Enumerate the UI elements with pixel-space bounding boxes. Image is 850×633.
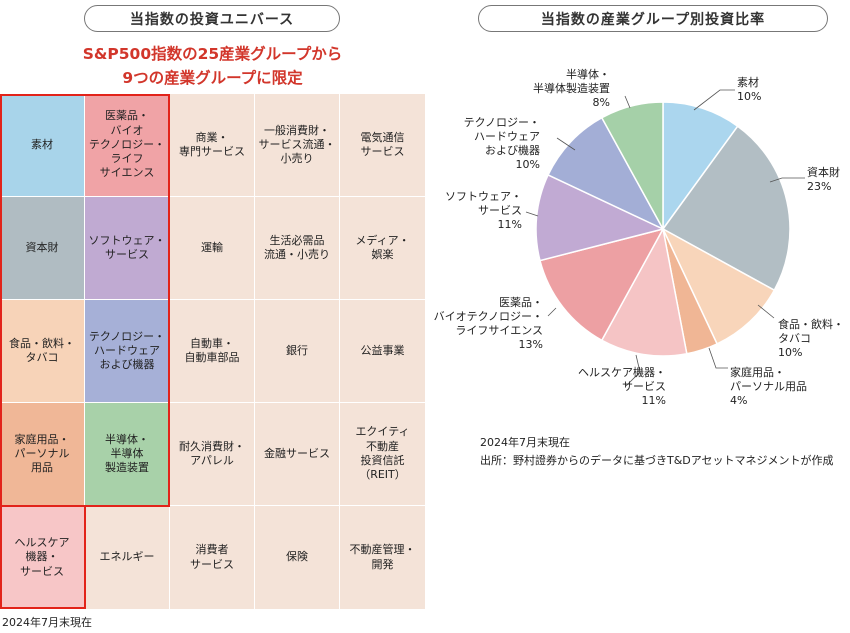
leader-line xyxy=(708,347,728,369)
grid-cell: メディア・ 娯楽 xyxy=(340,197,425,300)
slice-label: バイオテクノロジー・ xyxy=(434,310,543,323)
grid-cell: 商業・ 専門サービス xyxy=(170,94,255,197)
grid-cell: テクノロジー・ ハードウェア および機器 xyxy=(85,300,170,403)
pie-slice xyxy=(547,116,665,231)
industry-group-grid: 素材 医薬品・ バイオ テクノロジー・ ライフ サイエンス 商業・ 専門サービス 一般… xyxy=(0,94,425,609)
slice-label: サービス xyxy=(478,204,522,217)
leader-line xyxy=(556,137,576,151)
grid-cell: 公益事業 xyxy=(340,300,425,403)
leader-line xyxy=(693,89,735,111)
leader-line xyxy=(547,307,557,317)
leader-line xyxy=(525,211,539,217)
slice-value-label: 13% xyxy=(519,338,543,351)
leader-line xyxy=(624,95,631,109)
slice-label: 資本財 xyxy=(807,165,840,179)
grid-cell: 耐久消費財・ アパレル xyxy=(170,403,255,506)
slice-label: 医薬品・ xyxy=(499,296,543,309)
slice-label: 半導体製造装置 xyxy=(533,81,610,95)
pie-slice xyxy=(662,101,739,232)
leader-line xyxy=(769,177,805,183)
leader-line xyxy=(757,304,775,319)
slice-label: ソフトウェア・ xyxy=(445,190,522,203)
grid-cell: 保険 xyxy=(255,506,340,609)
pie-slice xyxy=(539,227,665,342)
slice-value-label: 10% xyxy=(778,346,802,359)
grid-cell: 半導体・ 半導体 製造装置 xyxy=(85,403,170,506)
universe-subtitle-line2: 9つの産業グループに限定 xyxy=(122,69,303,87)
grid-cell: 不動産管理・ 開発 xyxy=(340,506,425,609)
grid-cell: 金融サービス xyxy=(255,403,340,506)
grid-cell: 一般消費財・ サービス流通・ 小売り xyxy=(255,94,340,197)
allocation-footnote-date: 2024年7月末現在 xyxy=(480,436,570,449)
pie-slice xyxy=(600,226,688,357)
universe-subtitle-line1: S&P500指数の25産業グループから xyxy=(82,45,343,63)
slice-label: サービス xyxy=(622,380,666,393)
grid-cell: 資本財 xyxy=(0,197,85,300)
grid-cell: 食品・飲料・ タバコ xyxy=(0,300,85,403)
pie-slice xyxy=(600,101,664,230)
slice-value-label: 10% xyxy=(737,90,761,103)
slice-label: テクノロジー・ xyxy=(464,116,540,129)
slice-label: パーソナル用品 xyxy=(730,380,807,393)
slice-label: 素材 xyxy=(737,75,759,89)
grid-cell: 銀行 xyxy=(255,300,340,403)
grid-cell: エネルギー xyxy=(85,506,170,609)
slice-label: タバコ xyxy=(778,332,811,345)
grid-cell: 自動車・ 自動車部品 xyxy=(170,300,255,403)
grid-cell: 家庭用品・ パーソナル 用品 xyxy=(0,403,85,506)
slice-label: ライフサイエンス xyxy=(455,324,543,337)
grid-cell: エクイティ 不動産 投資信託 （REIT） xyxy=(340,403,425,506)
universe-heading: 当指数の投資ユニバース xyxy=(84,5,340,32)
slice-value-label: 23% xyxy=(807,180,831,193)
pie-slice xyxy=(661,227,776,345)
grid-cell: 消費者 サービス xyxy=(170,506,255,609)
pie-slice xyxy=(661,125,791,292)
grid-cell: ヘルスケア 機器・ サービス xyxy=(0,506,85,609)
slice-value-label: 4% xyxy=(730,394,747,407)
slice-value-label: 11% xyxy=(642,394,666,407)
slice-label: および機器 xyxy=(485,143,540,157)
allocation-heading: 当指数の産業グループ別投資比率 xyxy=(478,5,828,32)
grid-cell: 電気通信 サービス xyxy=(340,94,425,197)
grid-cell: 生活必需品 流通・小売り xyxy=(255,197,340,300)
slice-label: 食品・飲料・ xyxy=(778,317,844,331)
slice-value-label: 10% xyxy=(516,158,540,171)
slice-value-label: 8% xyxy=(593,96,610,109)
slice-label: 半導体・ xyxy=(566,67,610,81)
pie-slice xyxy=(535,173,666,262)
grid-cell: 医薬品・ バイオ テクノロジー・ ライフ サイエンス xyxy=(85,94,170,197)
slice-label: ヘルスケア機器・ xyxy=(578,365,666,379)
grid-cell: 運輸 xyxy=(170,197,255,300)
leader-line xyxy=(625,354,641,387)
allocation-footnote-source: 出所：野村證券からのデータに基づきT&Dアセットマネジメントが作成 xyxy=(480,454,834,467)
grid-cell: ソフトウェア・ サービス xyxy=(85,197,170,300)
slice-label: 家庭用品・ xyxy=(730,365,785,379)
slice-value-label: 11% xyxy=(498,218,522,231)
slice-label: ハードウェア xyxy=(474,130,540,143)
grid-cell: 素材 xyxy=(0,94,85,197)
universe-footnote: 2024年7月末現在 xyxy=(2,616,92,629)
